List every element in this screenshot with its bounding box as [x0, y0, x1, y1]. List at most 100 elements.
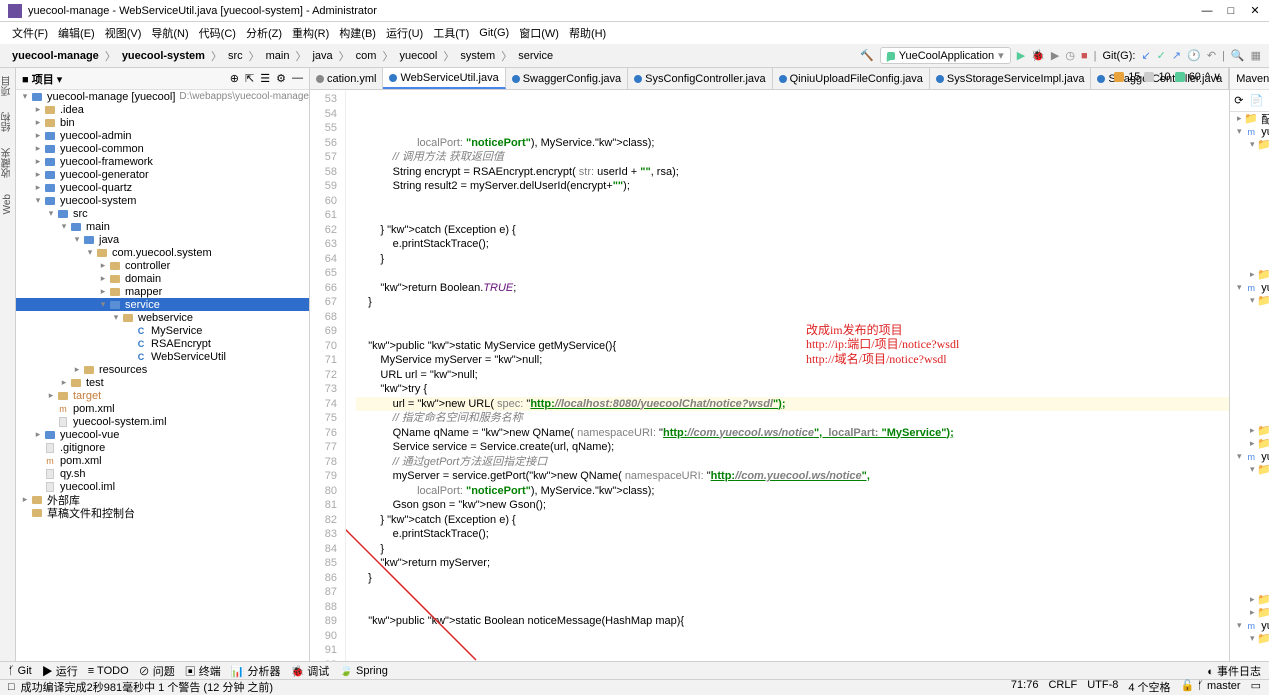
status-icon[interactable]: □ [8, 681, 15, 693]
git-update-icon[interactable]: ↙ [1141, 49, 1150, 62]
git-branch[interactable]: 🔓 ᚶ master [1181, 679, 1241, 695]
tree-node[interactable]: ▾myuecool-framework [1230, 619, 1269, 632]
tree-node[interactable]: ▸mapper [16, 285, 309, 298]
tree-node[interactable]: ▾📁生命周期 [1230, 632, 1269, 645]
run-icon[interactable]: ▶ [1017, 49, 1025, 62]
menu-item[interactable]: 导航(N) [147, 25, 192, 41]
breadcrumb-item[interactable]: yuecool-manage [8, 49, 103, 63]
ide-settings-icon[interactable]: ▦ [1251, 49, 1261, 62]
tree-node[interactable]: ▸yuecool-quartz [16, 181, 309, 194]
tree-node[interactable]: CMyService [16, 324, 309, 337]
tree-node[interactable]: ▾com.yuecool.system [16, 246, 309, 259]
breadcrumb-item[interactable]: service [514, 49, 557, 63]
tree-node[interactable]: ⚙compile [1230, 502, 1269, 515]
menu-item[interactable]: Git(G) [475, 27, 513, 39]
hide-icon[interactable]: — [292, 72, 303, 85]
debug-icon[interactable]: 🐞 [1031, 49, 1045, 62]
expand-all-icon[interactable]: ⇱ [245, 72, 254, 85]
stop-icon[interactable]: ■ [1081, 50, 1088, 62]
tree-node[interactable]: qy.sh [16, 467, 309, 480]
tree-node[interactable]: ⚙site [1230, 567, 1269, 580]
tree-node[interactable]: mpom.xml [16, 454, 309, 467]
tree-node[interactable]: .gitignore [16, 441, 309, 454]
breadcrumb-item[interactable]: yuecool-system [118, 49, 209, 63]
tree-node[interactable]: ▸controller [16, 259, 309, 272]
breadcrumb-item[interactable]: src [224, 49, 247, 63]
code-editor[interactable]: localPort: "noticePort"), MyService."kw"… [346, 90, 1229, 661]
tree-node[interactable]: ▸📁配置文件 [1230, 112, 1269, 125]
tree-node[interactable]: ⚙test [1230, 190, 1269, 203]
bottom-tab[interactable]: ≡ TODO [88, 665, 129, 677]
tree-node[interactable]: ⚙compile [1230, 333, 1269, 346]
tree-node[interactable]: ⚙test [1230, 346, 1269, 359]
menu-item[interactable]: 编辑(E) [54, 25, 99, 41]
tree-node[interactable]: ⚙package [1230, 359, 1269, 372]
event-log-tab[interactable]: ◐ 事件日志 [1207, 663, 1261, 679]
indent-setting[interactable]: 4 个空格 [1128, 679, 1170, 695]
tree-node[interactable]: ▸📁依赖项 [1230, 606, 1269, 619]
tree-node[interactable]: ▸yuecool-admin [16, 129, 309, 142]
tree-node[interactable]: CWebServiceUtil [16, 350, 309, 363]
tree-node[interactable]: ⚙clean [1230, 151, 1269, 164]
memory-indicator[interactable]: ▭ [1251, 679, 1261, 695]
cursor-position[interactable]: 71:76 [1011, 679, 1039, 695]
tree-node[interactable]: ⚙site [1230, 398, 1269, 411]
hammer-icon[interactable]: 🔨 [860, 49, 874, 62]
tree-node[interactable]: ▸bin [16, 116, 309, 129]
bottom-tab[interactable]: 🍃 Spring [339, 664, 388, 677]
tree-node[interactable]: ⚙test [1230, 515, 1269, 528]
tree-node[interactable]: 草稿文件和控制台 [16, 506, 309, 519]
menu-item[interactable]: 重构(R) [288, 25, 333, 41]
tool-window-tab[interactable]: 项目 [0, 72, 15, 100]
menu-item[interactable]: 工具(T) [429, 25, 473, 41]
tree-node[interactable]: ⚙package [1230, 528, 1269, 541]
tree-node[interactable]: ⚙install [1230, 385, 1269, 398]
bottom-tab[interactable]: ᚶ Git [8, 665, 32, 677]
profile-icon[interactable]: ◷ [1065, 49, 1075, 62]
breadcrumb-item[interactable]: system [456, 49, 499, 63]
maximize-button[interactable]: □ [1225, 5, 1237, 17]
project-view-selector[interactable]: ■ 项目 ▾ [22, 71, 62, 87]
tree-node[interactable]: ⚙validate [1230, 489, 1269, 502]
bottom-tab[interactable]: ▶ 运行 [42, 663, 78, 679]
line-number-gutter[interactable]: 5354555657585960616263646566676869707172… [310, 90, 346, 661]
breadcrumb-item[interactable]: yuecool [395, 49, 441, 63]
tree-node[interactable]: ▸domain [16, 272, 309, 285]
tree-node[interactable]: ⚙deploy [1230, 580, 1269, 593]
menu-item[interactable]: 窗口(W) [515, 25, 563, 41]
breadcrumb-item[interactable]: main [262, 49, 294, 63]
tree-node[interactable]: ⚙deploy [1230, 255, 1269, 268]
tree-node[interactable]: ⚙clean [1230, 476, 1269, 489]
tree-node[interactable]: ⚙install [1230, 554, 1269, 567]
close-button[interactable]: ✕ [1249, 5, 1261, 17]
git-push-icon[interactable]: ↗ [1172, 49, 1181, 62]
tree-node[interactable]: ▸.idea [16, 103, 309, 116]
tree-node[interactable]: ⚙clean [1230, 307, 1269, 320]
editor-tab[interactable]: SysStorageServiceImpl.java [930, 68, 1092, 89]
menu-item[interactable]: 文件(F) [8, 25, 52, 41]
maven-tree[interactable]: ▸📁配置文件▾myuecool (root)▾📁生命周期 ⚙clean ⚙val… [1230, 112, 1269, 661]
tool-window-tab[interactable]: Web [2, 190, 13, 218]
tree-node[interactable]: ▸target [16, 389, 309, 402]
tree-node[interactable]: ⚙site [1230, 242, 1269, 255]
tree-node[interactable]: ▾yuecool-manage [yuecool]D:\webapps\yuec… [16, 90, 309, 103]
tree-node[interactable]: ⚙validate [1230, 658, 1269, 661]
settings-icon[interactable]: ⚙ [276, 72, 286, 85]
menu-item[interactable]: 代码(C) [195, 25, 240, 41]
editor-tab[interactable]: QiniuUploadFileConfig.java [773, 68, 930, 89]
menu-item[interactable]: 帮助(H) [565, 25, 610, 41]
bottom-tab[interactable]: 📊 分析器 [231, 663, 281, 679]
tree-node[interactable]: ▾📁生命周期 [1230, 463, 1269, 476]
coverage-icon[interactable]: ▶ [1051, 49, 1059, 62]
tree-node[interactable]: ▸resources [16, 363, 309, 376]
collapse-all-icon[interactable]: ☰ [260, 72, 270, 85]
tree-node[interactable]: ▾src [16, 207, 309, 220]
tree-node[interactable]: yuecool-system.iml [16, 415, 309, 428]
menu-item[interactable]: 运行(U) [382, 25, 427, 41]
tree-node[interactable]: ▾main [16, 220, 309, 233]
tree-node[interactable]: ▾yuecool-system [16, 194, 309, 207]
git-commit-icon[interactable]: ✓ [1157, 49, 1166, 62]
tree-node[interactable]: ▸📁插件 [1230, 424, 1269, 437]
tree-node[interactable]: ▸yuecool-generator [16, 168, 309, 181]
tree-node[interactable]: ⚙validate [1230, 164, 1269, 177]
